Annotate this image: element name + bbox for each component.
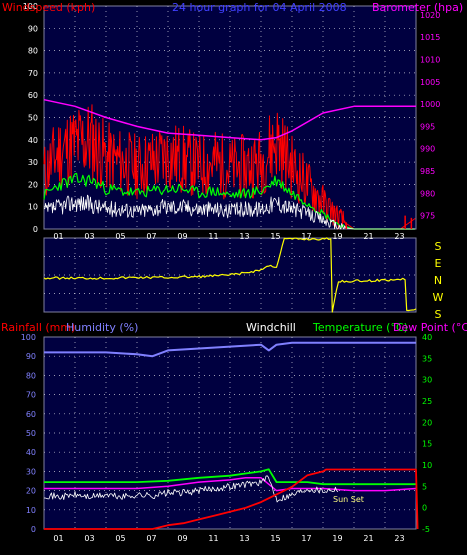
humidity-left-tick-label: 100 bbox=[21, 333, 36, 342]
temp-x-tick-label: 23 bbox=[394, 534, 404, 543]
temp-x-tick-label: 15 bbox=[270, 534, 280, 543]
wind-left-tick-label: 70 bbox=[28, 69, 38, 78]
wind-x-tick-label: 21 bbox=[363, 232, 373, 241]
wind-left-tick-label: 0 bbox=[33, 225, 38, 234]
temp-x-tick-label: 13 bbox=[239, 534, 249, 543]
rainfall-series-line bbox=[44, 468, 419, 530]
barometer-axis-label: Barometer (hpa) bbox=[372, 1, 463, 14]
humidity-left-tick-label: 90 bbox=[26, 352, 36, 361]
humidity-left-tick-label: 0 bbox=[31, 525, 36, 534]
temp-x-tick-label: 07 bbox=[146, 534, 156, 543]
wind-x-tick-label: 07 bbox=[146, 232, 156, 241]
dewpoint-series-line bbox=[44, 477, 417, 492]
windspeed-series-line bbox=[43, 194, 416, 230]
barometer-right-tick-label: 990 bbox=[420, 145, 435, 154]
wind-x-tick-label: 17 bbox=[301, 232, 311, 241]
temp-x-tick-label: 21 bbox=[363, 534, 373, 543]
wind-left-tick-label: 50 bbox=[28, 114, 38, 123]
humidity-left-tick-label: 10 bbox=[26, 506, 36, 515]
temperature-axis-label: Temperature (°C) bbox=[312, 321, 408, 334]
barometer-right-tick-label: 1005 bbox=[420, 78, 440, 87]
wind-x-tick-label: 23 bbox=[394, 232, 404, 241]
direction-tick-label: N bbox=[434, 274, 442, 287]
temperature-right-tick-label: 10 bbox=[422, 461, 432, 470]
temperature-right-tick-label: 0 bbox=[422, 504, 427, 513]
barometer-right-tick-label: 1015 bbox=[420, 33, 440, 42]
temperature-right-tick-label: 25 bbox=[422, 397, 432, 406]
humidity-left-tick-label: 80 bbox=[26, 371, 36, 380]
barometer-right-tick-label: 985 bbox=[420, 167, 435, 176]
direction-tick-label: W bbox=[433, 291, 444, 304]
direction-tick-label: S bbox=[435, 308, 442, 321]
chart-title: 24 hour graph for 04 April 2008 bbox=[172, 1, 347, 14]
temp-x-tick-label: 09 bbox=[177, 534, 187, 543]
barometer-right-tick-label: 1020 bbox=[420, 11, 440, 20]
temperature-right-tick-label: 20 bbox=[422, 418, 432, 427]
wind-left-tick-label: 60 bbox=[28, 91, 38, 100]
temperature-right-tick-label: -5 bbox=[422, 525, 430, 534]
direction-tick-label: S bbox=[435, 240, 442, 253]
wind-x-tick-label: 09 bbox=[177, 232, 187, 241]
temp-x-tick-label: 05 bbox=[115, 534, 125, 543]
direction-series-line bbox=[43, 237, 417, 313]
temperature-right-tick-label: 15 bbox=[422, 440, 432, 449]
windspeed-axis-label: Windspeed (kph) bbox=[2, 1, 95, 14]
wind-x-tick-label: 13 bbox=[239, 232, 249, 241]
wind-x-tick-label: 19 bbox=[332, 232, 342, 241]
humidity-axis-label: Humidity (%) bbox=[66, 321, 138, 334]
humidity-left-tick-label: 60 bbox=[26, 410, 36, 419]
wind-x-tick-label: 15 bbox=[270, 232, 280, 241]
wind-left-tick-label: 80 bbox=[28, 47, 38, 56]
barometer-right-tick-label: 995 bbox=[420, 122, 435, 131]
wind-x-tick-label: 03 bbox=[84, 232, 94, 241]
humidity-left-tick-label: 50 bbox=[26, 429, 36, 438]
wind-left-tick-label: 90 bbox=[28, 24, 38, 33]
humidity-left-tick-label: 40 bbox=[26, 448, 36, 457]
temperature-right-tick-label: 40 bbox=[422, 333, 432, 342]
humidity-left-tick-label: 70 bbox=[26, 391, 36, 400]
barometer-right-tick-label: 1000 bbox=[420, 100, 440, 109]
barometer-right-tick-label: 980 bbox=[420, 189, 435, 198]
wind-x-tick-label: 05 bbox=[115, 232, 125, 241]
barometer-series-line bbox=[43, 98, 416, 141]
wind-left-tick-label: 20 bbox=[28, 180, 38, 189]
wind-left-tick-label: 100 bbox=[23, 2, 38, 11]
dewpoint-axis-label: Dew Point (°C) bbox=[393, 321, 467, 334]
barometer-right-tick-label: 975 bbox=[420, 212, 435, 221]
temperature-series-line bbox=[44, 468, 416, 486]
temp-x-tick-label: 19 bbox=[332, 534, 342, 543]
temperature-right-tick-label: 30 bbox=[422, 376, 432, 385]
direction-tick-label: E bbox=[435, 257, 442, 270]
windchill-label: Windchill bbox=[246, 321, 296, 334]
wind-x-tick-label: 01 bbox=[53, 232, 63, 241]
wind-left-tick-label: 30 bbox=[28, 158, 38, 167]
rainfall-axis-label: Rainfall (mm) bbox=[1, 321, 75, 334]
wind-x-tick-label: 11 bbox=[208, 232, 218, 241]
wind-left-tick-label: 40 bbox=[28, 136, 38, 145]
barometer-right-tick-label: 1010 bbox=[420, 56, 440, 65]
temperature-right-tick-label: 35 bbox=[422, 354, 432, 363]
temp-x-tick-label: 01 bbox=[53, 534, 63, 543]
sunset-label: Sun Set bbox=[333, 495, 364, 504]
wind-left-tick-label: 10 bbox=[28, 203, 38, 212]
windchill-series-line bbox=[44, 475, 339, 503]
temp-x-tick-label: 11 bbox=[208, 534, 218, 543]
temp-x-tick-label: 03 bbox=[84, 534, 94, 543]
temp-x-tick-label: 17 bbox=[301, 534, 311, 543]
humidity-series-line bbox=[44, 341, 416, 358]
humidity-left-tick-label: 30 bbox=[26, 467, 36, 476]
temperature-right-tick-label: 5 bbox=[422, 482, 427, 491]
humidity-left-tick-label: 20 bbox=[26, 487, 36, 496]
